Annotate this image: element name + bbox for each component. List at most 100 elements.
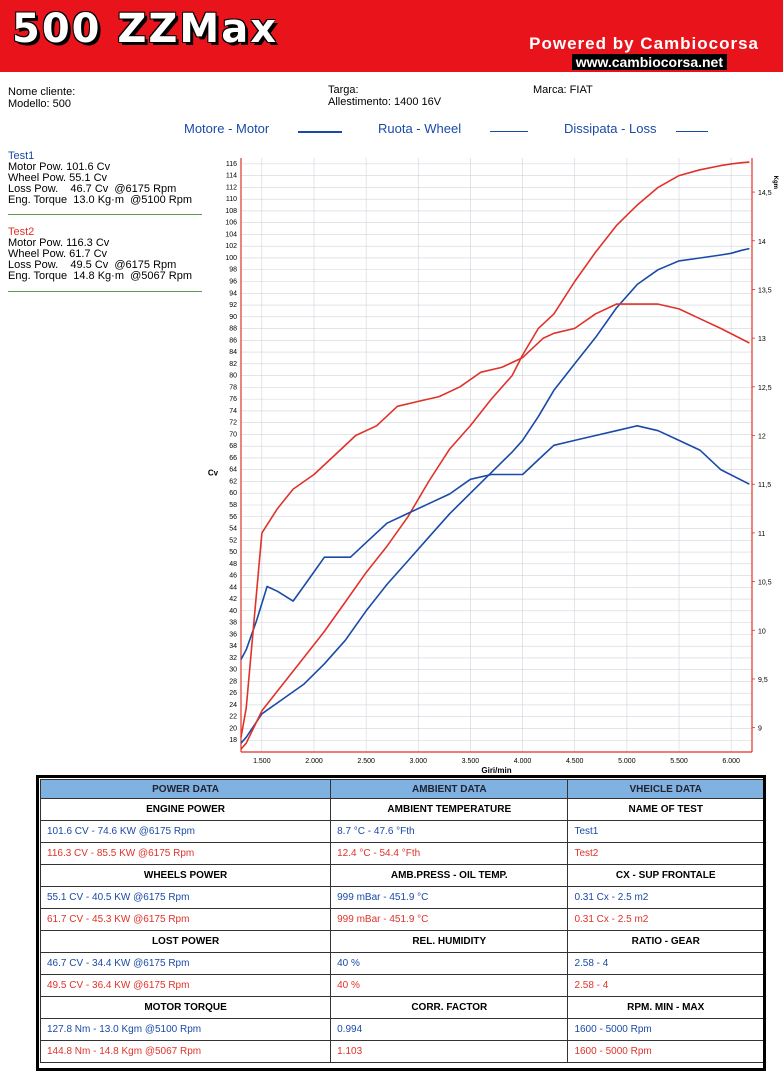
power-torque-chart: 18 20 22 24 26 28 30 32 34 36 38 40 42 44 46 48 50 52 54 56… bbox=[208, 158, 778, 775]
y-tick-label: 72 bbox=[229, 420, 237, 427]
chart-grid bbox=[241, 158, 752, 752]
legend-wheel-line bbox=[490, 131, 528, 132]
table-cell: 101.6 CV - 74.6 KW @6175 Rpm bbox=[39, 820, 332, 843]
test2-title: Test2 bbox=[8, 226, 35, 238]
table-section-row: LOST POWER REL. HUMIDITY RATIO - GEAR bbox=[39, 930, 764, 953]
y2-tick-label: 11 bbox=[758, 531, 765, 538]
table-row: 49.5 CV - 36.4 KW @6175 Rpm 40 % 2.58 - 4 bbox=[39, 974, 764, 997]
header-banner: 500 ZZMax Powered by Cambiocorsa www.cam… bbox=[0, 0, 783, 72]
y-tick-label: 88 bbox=[229, 326, 237, 333]
y-tick-label: 80 bbox=[229, 373, 237, 380]
y-tick-label: 50 bbox=[229, 549, 237, 556]
table-cell: 61.7 CV - 45.3 KW @6175 Rpm bbox=[39, 908, 332, 931]
x-tick-label: 3.500 bbox=[462, 758, 480, 765]
table-header: VHEICLE DATA bbox=[567, 779, 764, 799]
y-tick-label: 58 bbox=[229, 502, 237, 509]
y-tick-label: 28 bbox=[229, 678, 237, 685]
table-cell: 0.31 Cx - 2.5 m2 bbox=[567, 886, 764, 909]
table-section-label: ENGINE POWER bbox=[39, 798, 332, 821]
y-tick-label: 46 bbox=[229, 573, 237, 580]
customer-info: Nome cliente: Modello: 500 bbox=[8, 86, 75, 110]
table-section-label: AMBIENT TEMPERATURE bbox=[330, 798, 569, 821]
x-tick-label: 2.000 bbox=[305, 758, 323, 765]
x-axis-label: Giri/min bbox=[481, 766, 511, 775]
table-cell: Test1 bbox=[567, 820, 764, 843]
table-header-row: POWER DATA AMBIENT DATA VHEICLE DATA bbox=[39, 779, 764, 799]
table-header: AMBIENT DATA bbox=[330, 779, 569, 799]
table-row: 101.6 CV - 74.6 KW @6175 Rpm 8.7 °C - 47.… bbox=[39, 820, 764, 843]
y-tick-label: 76 bbox=[229, 396, 237, 403]
test1-divider bbox=[8, 214, 202, 215]
test2-torque-line bbox=[240, 303, 750, 738]
targa-label: Targa: bbox=[328, 84, 359, 96]
y-tick-label: 64 bbox=[229, 467, 237, 474]
y-tick-label: 100 bbox=[225, 255, 237, 262]
y-tick-label: 20 bbox=[229, 725, 237, 732]
table-section-label: NAME OF TEST bbox=[567, 798, 764, 821]
y-tick-label: 82 bbox=[229, 361, 237, 368]
powered-by: Powered by Cambiocorsa bbox=[529, 34, 759, 53]
y-tick-label: 26 bbox=[229, 690, 237, 697]
table-cell: 46.7 CV - 34.4 KW @6175 Rpm bbox=[39, 952, 332, 975]
table-cell: 2.58 - 4 bbox=[567, 952, 764, 975]
legend-motor: Motore - Motor bbox=[184, 121, 270, 136]
y-tick-label: 38 bbox=[229, 620, 237, 627]
test2-line: Loss Pow. 49.5 Cv @6175 Rpm bbox=[8, 259, 177, 271]
test1-title: Test1 bbox=[8, 150, 35, 162]
y-tick-label: 74 bbox=[229, 408, 237, 415]
modello-label: Modello: 500 bbox=[8, 98, 71, 110]
table-section-label: WHEELS POWER bbox=[39, 864, 332, 887]
y-tick-label: 110 bbox=[226, 196, 237, 203]
y-tick-label: 114 bbox=[226, 173, 237, 180]
y-tick-label: 48 bbox=[229, 561, 237, 568]
table-cell: 1600 - 5000 Rpm bbox=[567, 1040, 764, 1063]
y2-tick-label: 13 bbox=[758, 336, 766, 343]
y-tick-label: 90 bbox=[229, 314, 237, 321]
table-section-row: MOTOR TORQUE CORR. FACTOR RPM. MIN - MAX bbox=[39, 996, 764, 1019]
y-tick-label: 34 bbox=[229, 643, 237, 650]
table-cell: 144.8 Nm - 14.8 Kgm @5067 Rpm bbox=[39, 1040, 332, 1063]
x-tick-label: 4.000 bbox=[514, 758, 532, 765]
table-section-label: CORR. FACTOR bbox=[330, 996, 569, 1019]
table-section-label: RPM. MIN - MAX bbox=[567, 996, 764, 1019]
test2-summary: Test2 Motor Pow. 116.3 Cv Wheel Pow. 61.… bbox=[8, 227, 192, 282]
table-header: POWER DATA bbox=[39, 779, 332, 799]
y-tick-label: 42 bbox=[229, 596, 237, 603]
table-section-row: ENGINE POWER AMBIENT TEMPERATURE NAME OF T… bbox=[39, 798, 764, 821]
brand-title: 500 ZZMax bbox=[12, 6, 279, 52]
y-tick-label: 62 bbox=[229, 478, 237, 485]
table-section-label: REL. HUMIDITY bbox=[330, 930, 569, 953]
y-tick-label: 54 bbox=[229, 526, 237, 533]
table-row: 61.7 CV - 45.3 KW @6175 Rpm 999 mBar - 45… bbox=[39, 908, 764, 931]
y-tick-label: 92 bbox=[229, 302, 237, 309]
y-tick-label: 44 bbox=[229, 584, 237, 591]
y-tick-label: 96 bbox=[229, 279, 237, 286]
y-tick-label: 84 bbox=[229, 349, 237, 356]
table-cell: 1600 - 5000 Rpm bbox=[567, 1018, 764, 1041]
y-tick-label: 30 bbox=[229, 667, 237, 674]
y-tick-label: 70 bbox=[229, 431, 237, 438]
test1-line: Eng. Torque 13.0 Kg·m @5100 Rpm bbox=[8, 194, 193, 206]
test2-power-line bbox=[240, 161, 750, 750]
y2-tick-label: 13,5 bbox=[758, 287, 772, 294]
test1-line: Wheel Pow. 55.1 Cv bbox=[8, 172, 108, 184]
table-cell: 12.4 °C - 54.4 °Fth bbox=[330, 842, 569, 865]
y2-tick-label: 14 bbox=[758, 239, 766, 246]
table-cell: Test2 bbox=[567, 842, 764, 865]
y-tick-label: 24 bbox=[229, 702, 237, 709]
x-tick-label: 3.000 bbox=[410, 758, 428, 765]
y-tick-label: 52 bbox=[229, 537, 237, 544]
legend-loss-line bbox=[676, 131, 708, 132]
y-axis-label: Cv bbox=[208, 469, 219, 478]
table-cell: 40 % bbox=[330, 952, 569, 975]
y2-axis-label: Kgm bbox=[772, 176, 778, 189]
test1-summary: Test1 Motor Pow. 101.6 Cv Wheel Pow. 55.… bbox=[8, 151, 192, 206]
test2-line: Wheel Pow. 61.7 Cv bbox=[8, 248, 108, 260]
y-tick-label: 106 bbox=[225, 220, 237, 227]
marca-label: Marca: FIAT bbox=[533, 84, 593, 96]
table-section-label: AMB.PRESS - OIL TEMP. bbox=[330, 864, 569, 887]
y-tick-label: 66 bbox=[229, 455, 237, 462]
y2-tick-label: 10,5 bbox=[758, 580, 772, 587]
website-link[interactable]: www.cambiocorsa.net bbox=[571, 54, 727, 70]
table-cell: 0.31 Cx - 2.5 m2 bbox=[567, 908, 764, 931]
